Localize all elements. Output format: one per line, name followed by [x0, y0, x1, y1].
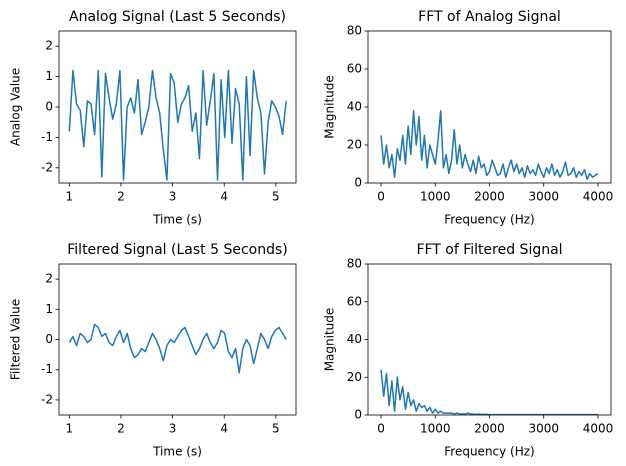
- y-tick-label: 60: [347, 62, 362, 76]
- axes-frame: [367, 263, 612, 416]
- y-tick-label: 1: [45, 69, 53, 83]
- y-tick-label: 60: [347, 294, 362, 308]
- y-tick-label: 40: [347, 332, 362, 346]
- x-axis-label: Time (s): [152, 213, 202, 227]
- x-tick-label: 2000: [474, 190, 505, 204]
- y-tick-label: -2: [41, 392, 53, 406]
- x-tick-label: 3000: [528, 190, 559, 204]
- x-axis-label: Frequency (Hz): [444, 445, 535, 459]
- subplot-title: FFT of Filtered Signal: [416, 242, 562, 258]
- subplot-title: FFT of Analog Signal: [418, 9, 561, 25]
- subplot: Filtered Signal (Last 5 Seconds) Time (s)…: [9, 242, 297, 459]
- x-tick-label: 1: [66, 422, 74, 436]
- y-tick-label: 2: [45, 272, 53, 286]
- y-tick-label: 0: [45, 100, 53, 114]
- y-axis-label: Analog Value: [9, 68, 23, 146]
- x-axis-label: Frequency (Hz): [444, 213, 535, 227]
- x-tick-label: 5: [272, 422, 280, 436]
- subplot: FFT of Filtered Signal Frequency (Hz) Magn…: [323, 242, 614, 459]
- x-tick-label: 1000: [420, 190, 451, 204]
- y-tick-label: -1: [41, 362, 53, 376]
- y-tick-label: 0: [45, 332, 53, 346]
- signal-line: [68, 323, 287, 374]
- x-tick-label: 2: [117, 422, 125, 436]
- y-tick-label: 80: [347, 24, 362, 38]
- subplot: Analog Signal (Last 5 Seconds) Time (s) An…: [9, 9, 297, 227]
- y-tick-label: 20: [347, 138, 362, 152]
- y-tick-label: -2: [41, 160, 53, 174]
- signal-line: [380, 110, 599, 180]
- x-tick-label: 4000: [583, 422, 614, 436]
- signal-line: [380, 369, 598, 415]
- subplot: FFT of Analog Signal Frequency (Hz) Magnit…: [323, 9, 614, 227]
- y-tick-label: 40: [347, 100, 362, 114]
- x-tick-label: 2000: [474, 422, 505, 436]
- x-tick-label: 3000: [528, 422, 559, 436]
- x-tick-label: 3: [169, 422, 177, 436]
- subplot-title: Analog Signal (Last 5 Seconds): [69, 9, 286, 25]
- y-axis-label: Magnitude: [323, 308, 337, 372]
- y-tick-label: 1: [45, 302, 53, 316]
- x-tick-label: 1000: [420, 422, 451, 436]
- axes-frame: [367, 30, 612, 184]
- y-axis-label: Magnitude: [323, 75, 337, 139]
- x-tick-label: 4000: [583, 190, 614, 204]
- axes-frame: [58, 30, 297, 184]
- axes-frame: [58, 263, 297, 416]
- y-tick-label: -1: [41, 130, 53, 144]
- x-axis-label: Time (s): [152, 445, 202, 459]
- y-tick-label: 0: [354, 408, 362, 422]
- plot-area: [68, 323, 287, 374]
- plot-area: [380, 369, 598, 415]
- y-tick-label: 80: [347, 257, 362, 271]
- x-tick-label: 0: [377, 422, 385, 436]
- signal-line: [68, 69, 287, 181]
- y-axis-label: Filtered Value: [9, 299, 23, 380]
- x-tick-label: 2: [117, 190, 125, 204]
- x-tick-label: 3: [169, 190, 177, 204]
- y-tick-label: 0: [354, 176, 362, 190]
- plot-area: [68, 69, 287, 181]
- x-tick-label: 1: [66, 190, 74, 204]
- x-tick-label: 4: [220, 422, 228, 436]
- subplot-title: Filtered Signal (Last 5 Seconds): [67, 242, 287, 258]
- x-tick-label: 5: [272, 190, 280, 204]
- y-tick-label: 2: [45, 39, 53, 53]
- y-tick-label: 20: [347, 370, 362, 384]
- x-tick-label: 0: [377, 190, 385, 204]
- x-tick-label: 4: [220, 190, 228, 204]
- plot-area: [380, 110, 599, 180]
